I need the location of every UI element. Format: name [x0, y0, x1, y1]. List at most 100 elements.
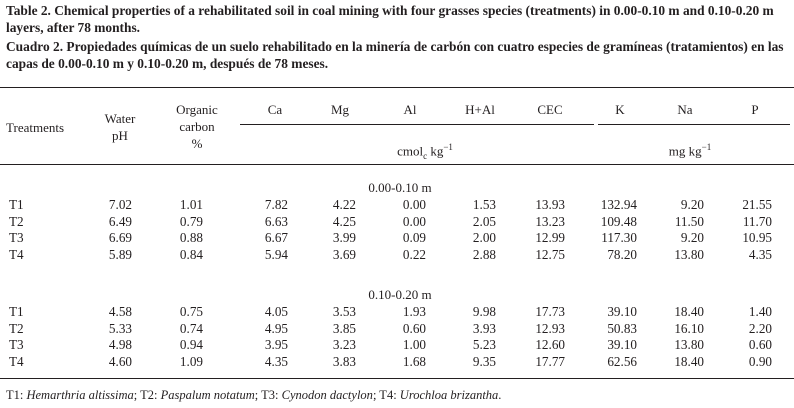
cell-cec: 13.93 [535, 197, 565, 212]
header-ca: Ca [267, 102, 283, 117]
unit-rule-mg [598, 124, 790, 125]
cell-k: 132.94 [600, 197, 637, 212]
cell-al: 0.22 [402, 246, 426, 262]
layer-label: 0.10-0.20 m [368, 287, 432, 302]
cell-mg: 3.69 [332, 246, 356, 262]
cell-ca: 6.67 [264, 230, 288, 245]
cell-na: 16.10 [674, 320, 704, 336]
cell-water-ph: 6.69 [108, 230, 132, 245]
cell-organic-carbon: 1.09 [179, 353, 203, 369]
cell-organic-carbon: 0.94 [179, 337, 203, 352]
cell-ca: 4.35 [264, 353, 288, 369]
cell-ca: 3.95 [264, 337, 288, 352]
cell-cec: 12.93 [535, 320, 565, 336]
cell-cec: 17.73 [535, 304, 565, 319]
caption-spanish: Cuadro 2. Propiedades químicas de un sue… [6, 39, 784, 71]
cell-mg: 3.99 [332, 230, 356, 245]
cell-cec: 12.75 [535, 246, 565, 262]
table-row: T4 4.60 1.09 4.35 3.83 1.68 9.35 17.77 62.56 18.4… [0, 354, 794, 370]
cell-al: 0.60 [402, 320, 426, 336]
table-row: T2 5.33 0.74 4.95 3.85 0.60 3.93 12.93 50.83 16.1… [0, 321, 794, 337]
cell-ca: 6.63 [264, 213, 288, 229]
cell-treatment: T4 [9, 246, 24, 262]
cell-treatment: T2 [9, 320, 24, 336]
cell-mg: 4.25 [332, 213, 356, 229]
unit-cmol: cmolc kg−1 [397, 142, 453, 161]
cell-mg: 3.83 [332, 353, 356, 369]
unit-mg: mg kg−1 [668, 142, 712, 159]
cell-al: 1.00 [402, 337, 426, 352]
cell-k: 117.30 [601, 230, 637, 245]
cell-organic-carbon: 0.74 [179, 320, 203, 336]
cell-treatment: T3 [9, 337, 24, 352]
cell-na: 9.20 [680, 197, 704, 212]
header-mg: Mg [330, 102, 350, 117]
cell-al: 0.00 [402, 213, 426, 229]
layer-label: 0.00-0.10 m [368, 180, 432, 195]
cell-p: 4.35 [748, 246, 772, 262]
header-water: Water [104, 111, 136, 126]
cell-h-al: 2.88 [472, 246, 496, 262]
footnote: T1: Hemarthria altissima; T2: Paspalum n… [6, 388, 502, 402]
cell-treatment: T3 [9, 230, 24, 245]
cell-treatment: T1 [9, 304, 24, 319]
header-na: Na [677, 102, 693, 117]
cell-mg: 4.22 [332, 197, 356, 212]
cell-ca: 7.82 [264, 197, 288, 212]
unit-rule-cmol [240, 124, 594, 125]
cell-na: 18.40 [674, 304, 704, 319]
cell-water-ph: 4.98 [108, 337, 132, 352]
cell-p: 1.40 [748, 304, 772, 319]
cell-mg: 3.85 [332, 320, 356, 336]
cell-h-al: 5.23 [472, 337, 496, 352]
cell-na: 13.80 [674, 337, 704, 352]
cell-cec: 12.60 [535, 337, 565, 352]
cell-al: 0.00 [402, 197, 426, 212]
bottom-rule [0, 378, 794, 379]
cell-treatment: T1 [9, 197, 24, 212]
cell-p: 0.60 [748, 337, 772, 352]
header-carbon: carbon [179, 119, 215, 134]
header-k: K [615, 102, 625, 117]
cell-mg: 3.23 [332, 337, 356, 352]
cell-organic-carbon: 0.79 [179, 213, 203, 229]
table-row: T1 7.02 1.01 7.82 4.22 0.00 1.53 13.93 132.94 9.2… [0, 197, 794, 213]
cell-k: 62.56 [607, 353, 637, 369]
cell-k: 109.48 [600, 213, 637, 229]
cell-al: 0.09 [402, 230, 426, 245]
cell-water-ph: 4.58 [108, 304, 132, 319]
header-bottom-rule [0, 164, 794, 165]
cell-p: 10.95 [742, 230, 772, 245]
cell-organic-carbon: 0.75 [179, 304, 203, 319]
cell-water-ph: 5.33 [108, 320, 132, 336]
cell-na: 11.50 [674, 213, 704, 229]
cell-p: 11.70 [742, 213, 772, 229]
cell-na: 13.80 [674, 246, 704, 262]
cell-p: 21.55 [742, 197, 772, 212]
cell-organic-carbon: 1.01 [179, 197, 203, 212]
cell-organic-carbon: 0.84 [179, 246, 203, 262]
cell-ca: 4.05 [264, 304, 288, 319]
cell-h-al: 3.93 [472, 320, 496, 336]
table-row: T3 4.98 0.94 3.95 3.23 1.00 5.23 12.60 39.10 13.8… [0, 337, 794, 353]
cell-p: 2.20 [748, 320, 772, 336]
cell-ca: 4.95 [264, 320, 288, 336]
header-al: Al [403, 102, 417, 117]
cell-ca: 5.94 [264, 246, 288, 262]
cell-water-ph: 5.89 [108, 246, 132, 262]
cell-p: 0.90 [748, 353, 772, 369]
cell-water-ph: 6.49 [108, 213, 132, 229]
header-h-al: H+Al [465, 102, 495, 117]
cell-na: 9.20 [680, 230, 704, 245]
cell-cec: 17.77 [535, 353, 565, 369]
cell-water-ph: 7.02 [108, 197, 132, 212]
table-row: T4 5.89 0.84 5.94 3.69 0.22 2.88 12.75 78.20 13.8… [0, 247, 794, 263]
table-row: T3 6.69 0.88 6.67 3.99 0.09 2.00 12.99 117.30 9.2… [0, 230, 794, 246]
cell-al: 1.68 [402, 353, 426, 369]
header-treatments: Treatments [6, 120, 65, 135]
top-rule [0, 87, 794, 88]
cell-cec: 13.23 [535, 213, 565, 229]
table-row: T1 4.58 0.75 4.05 3.53 1.93 9.98 17.73 39.10 18.4… [0, 304, 794, 320]
cell-k: 50.83 [607, 320, 637, 336]
